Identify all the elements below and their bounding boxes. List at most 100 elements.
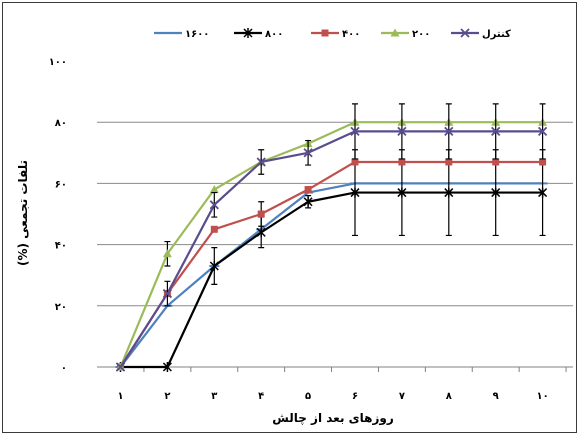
y-axis-title: تلفات تجمعی (%) — [16, 160, 30, 266]
x-axis-title: روزهای بعد از چالش — [272, 411, 394, 426]
data-point-4-0-shape — [115, 362, 126, 372]
data-point-2-2 — [210, 225, 218, 233]
data-point-4-1 — [162, 288, 173, 299]
data-point-4-0 — [115, 362, 126, 372]
data-point-1-9-shape — [538, 187, 548, 198]
data-point-3-1 — [162, 249, 172, 258]
data-point-4-4 — [303, 148, 313, 158]
data-point-2-7-shape — [445, 158, 453, 166]
legend-item-4: کنترل — [451, 28, 511, 40]
data-point-4-6 — [397, 126, 407, 137]
legend-marker-1 — [243, 28, 253, 38]
x-tick-labels: ۱ ۲ ۳ ۴ ۵ ۶ ۷ ۸ ۹ ۱۰ — [117, 391, 548, 402]
legend-marker-2-shape — [321, 29, 329, 37]
data-point-2-2-shape — [210, 225, 218, 233]
data-point-1-8-shape — [491, 187, 501, 198]
data-point-1-3 — [256, 227, 266, 238]
data-point-4-4-shape — [303, 148, 313, 158]
data-point-4-2-shape — [209, 200, 219, 210]
x-tick-label-6: ۶ — [352, 391, 358, 402]
y-tick-labels: ۰ ۲۰ ۴۰ ۶۰ ۸۰ ۱۰۰ — [49, 57, 67, 374]
series-line-3 — [119, 121, 543, 368]
legend-marker-3 — [390, 28, 400, 37]
data-point-1-4 — [303, 196, 313, 207]
series-line-1 — [120, 191, 543, 369]
y-tick-label-40: ۴۰ — [55, 241, 67, 252]
y-tick-label-20: ۲۰ — [55, 302, 67, 313]
data-point-1-7 — [444, 187, 454, 198]
series-2 — [117, 158, 547, 371]
series-1 — [115, 149, 548, 372]
data-point-1-2-shape — [209, 261, 219, 272]
legend-marker-3-shape — [390, 28, 400, 37]
legend-label-0: ۱۶۰۰ — [185, 29, 209, 40]
data-point-2-7 — [445, 158, 453, 166]
x-tick-label-7: ۷ — [399, 391, 405, 402]
data-point-1-5 — [350, 187, 360, 198]
data-point-4-1-shape — [162, 288, 173, 299]
y-tick-label-100: ۱۰۰ — [49, 57, 67, 68]
data-point-1-2 — [209, 261, 219, 272]
data-point-2-5 — [351, 158, 359, 166]
data-point-4-3-shape — [256, 157, 266, 167]
legend-marker-4-shape — [460, 28, 470, 38]
data-point-4-8-shape — [491, 126, 501, 137]
x-tick-label-2: ۲ — [164, 391, 170, 402]
legend: ۱۶۰۰ ۸۰۰ ۴۰۰ ۲۰۰ کنترل — [154, 28, 511, 40]
data-point-4-9-shape — [537, 126, 548, 137]
data-point-4-2 — [209, 200, 219, 210]
data-point-1-8 — [491, 187, 501, 198]
series — [115, 103, 548, 372]
chart-svg: ۰ ۲۰ ۴۰ ۶۰ ۸۰ ۱۰۰ ۱ ۲ ۳ ۴ ۵ ۶ ۷ ۸ ۹ ۱۰ ۱۶۰۰ ۸۰۰ ۴۰۰ ۲۰۰ کن… — [16, 28, 573, 426]
data-point-4-5 — [350, 126, 360, 137]
x-tick-label-8: ۸ — [446, 391, 452, 402]
data-point-4-7 — [444, 126, 454, 137]
data-point-3-1-shape — [162, 249, 172, 258]
data-point-2-9 — [539, 158, 547, 166]
data-point-1-6-shape — [397, 187, 407, 198]
legend-marker-2 — [321, 29, 329, 37]
series-line-4 — [119, 130, 543, 368]
data-point-1-3-shape — [256, 227, 266, 238]
data-point-1-1 — [162, 362, 172, 372]
data-point-1-5-shape — [350, 187, 360, 198]
data-point-1-1-shape — [162, 362, 172, 372]
legend-label-1: ۸۰۰ — [265, 29, 283, 40]
data-point-2-8 — [492, 158, 500, 166]
legend-item-2: ۴۰۰ — [311, 29, 360, 40]
data-point-2-9-shape — [539, 158, 547, 166]
legend-marker-4 — [460, 28, 470, 38]
data-point-1-9 — [538, 187, 548, 198]
x-tick-label-10: ۱۰ — [536, 391, 548, 402]
data-point-2-8-shape — [492, 158, 500, 166]
legend-item-3: ۲۰۰ — [381, 28, 430, 40]
x-tick-label-5: ۵ — [305, 391, 311, 402]
data-point-4-6-shape — [397, 126, 407, 137]
x-tick-label-4: ۴ — [258, 391, 264, 402]
data-point-3-2 — [209, 185, 219, 194]
data-point-3-2-shape — [209, 185, 219, 194]
data-point-2-4-shape — [304, 186, 312, 194]
series-line-0 — [119, 182, 543, 368]
data-point-2-6 — [398, 158, 406, 166]
legend-label-4: کنترل — [482, 29, 511, 40]
data-point-2-5-shape — [351, 158, 359, 166]
data-point-4-5-shape — [350, 126, 360, 137]
data-point-2-3 — [257, 210, 265, 218]
data-point-4-3 — [256, 157, 266, 167]
x-tick-label-1: ۱ — [117, 391, 123, 402]
legend-label-3: ۲۰۰ — [412, 29, 430, 40]
y-tick-label-60: ۶۰ — [55, 179, 67, 190]
legend-marker-1-shape — [243, 28, 253, 38]
series-line-2 — [119, 160, 543, 368]
data-point-4-7-shape — [444, 126, 454, 137]
data-point-2-6-shape — [398, 158, 406, 166]
data-point-1-6 — [397, 187, 407, 198]
data-point-4-8 — [491, 126, 501, 137]
data-point-4-9 — [537, 126, 548, 137]
x-tick-label-3: ۳ — [211, 391, 217, 402]
x-tick-label-9: ۹ — [493, 391, 499, 402]
y-tick-label-80: ۸۰ — [55, 118, 67, 129]
legend-label-2: ۴۰۰ — [342, 29, 360, 40]
y-tick-label-0: ۰ — [61, 363, 67, 374]
